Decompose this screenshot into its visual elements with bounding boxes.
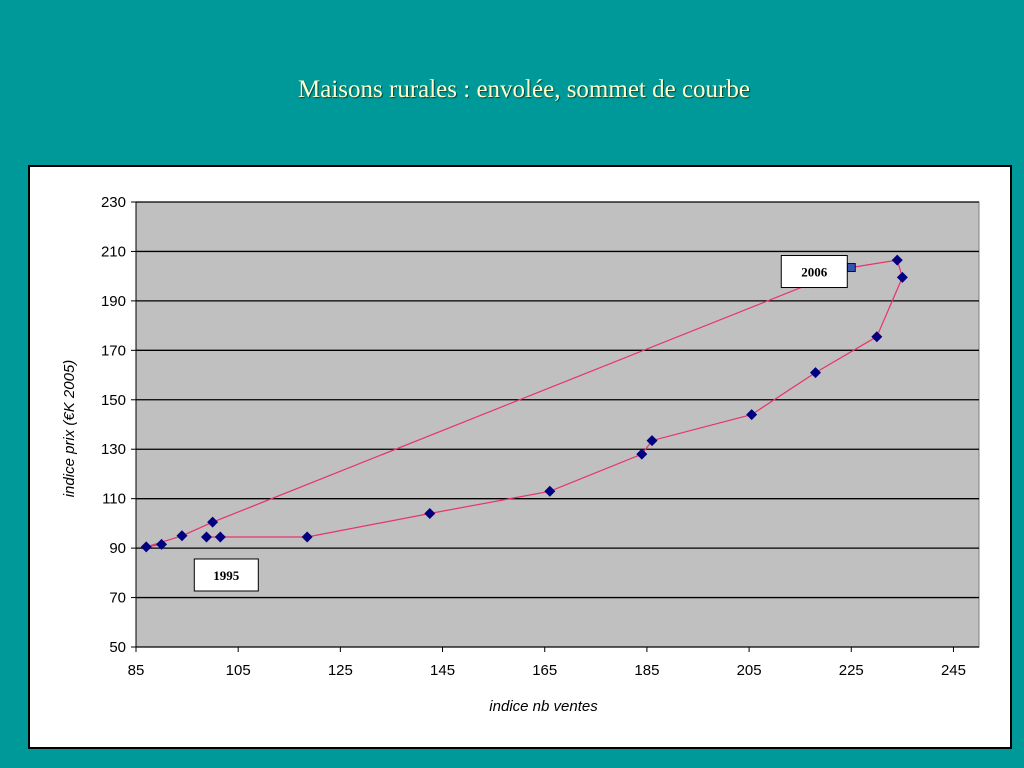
- y-tick-label: 150: [101, 392, 126, 409]
- y-tick-label: 130: [101, 441, 126, 458]
- y-axis-title: indice prix (€K 2005): [61, 360, 78, 498]
- data-point: [636, 448, 648, 460]
- data-point: [207, 516, 219, 528]
- data-point: [176, 530, 188, 542]
- annotation-box: [780, 255, 848, 289]
- y-tick-label: 210: [101, 243, 126, 260]
- x-tick-label: 165: [532, 662, 557, 679]
- data-point: [896, 271, 908, 283]
- y-tick-label: 70: [109, 590, 126, 607]
- y-tick-label: 170: [101, 342, 126, 359]
- data-point: [810, 367, 822, 379]
- data-point: [846, 263, 856, 273]
- annotation-box: [193, 558, 259, 592]
- y-tick-label: 230: [101, 194, 126, 211]
- y-tick-label: 50: [109, 639, 126, 656]
- x-tick-label: 245: [941, 662, 966, 679]
- scatter-chart: 1995 2006 50 70 90 110 130 150 170 190 210 230 85 10…: [61, 194, 980, 715]
- annotation-label: 2006: [801, 265, 828, 280]
- x-tick-label: 185: [634, 662, 659, 679]
- annotation-label: 1995: [213, 568, 240, 583]
- x-tick-label: 125: [328, 662, 353, 679]
- data-point: [891, 254, 903, 266]
- x-tick-label: 85: [128, 662, 145, 679]
- data-point: [156, 538, 168, 550]
- x-tick-label: 105: [226, 662, 251, 679]
- x-axis-title: indice nb ventes: [489, 698, 598, 715]
- x-tick-label: 145: [430, 662, 455, 679]
- x-tick-label: 225: [839, 662, 864, 679]
- data-point: [544, 485, 556, 497]
- y-tick-label: 190: [101, 293, 126, 310]
- data-point: [871, 331, 883, 343]
- x-tick-label: 205: [737, 662, 762, 679]
- data-point: [214, 531, 226, 543]
- data-point: [201, 531, 213, 543]
- data-point: [301, 531, 313, 543]
- slide-title: Maisons rurales : envolée, sommet de cou…: [298, 76, 750, 103]
- y-tick-label: 90: [109, 540, 126, 557]
- data-point: [746, 409, 758, 421]
- chart-container: 1995 2006 50 70 90 110 130 150 170 190 210 230 85 10…: [28, 165, 1012, 749]
- data-point: [140, 541, 152, 553]
- y-tick-label: 110: [102, 491, 126, 508]
- data-point: [646, 435, 658, 447]
- data-point: [424, 508, 436, 519]
